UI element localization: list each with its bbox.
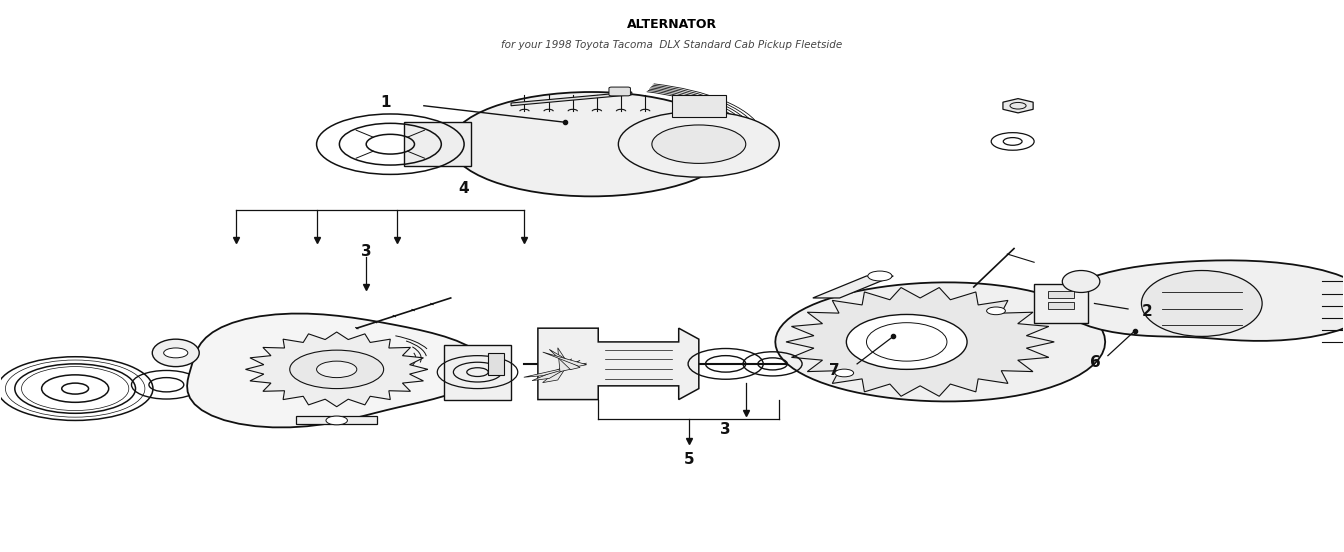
Polygon shape bbox=[558, 348, 571, 371]
Circle shape bbox=[986, 307, 1005, 315]
Polygon shape bbox=[403, 122, 470, 166]
Circle shape bbox=[835, 369, 853, 377]
Text: 7: 7 bbox=[829, 363, 840, 378]
Text: 3: 3 bbox=[362, 244, 371, 259]
Polygon shape bbox=[543, 359, 571, 383]
Circle shape bbox=[317, 361, 356, 378]
Polygon shape bbox=[672, 95, 726, 116]
Text: for your 1998 Toyota Tacoma  DLX Standard Cab Pickup Fleetside: for your 1998 Toyota Tacoma DLX Standard… bbox=[501, 40, 843, 50]
Polygon shape bbox=[1047, 302, 1074, 309]
Polygon shape bbox=[775, 283, 1105, 401]
Text: 6: 6 bbox=[1090, 355, 1101, 370]
Text: 3: 3 bbox=[720, 422, 731, 437]
Polygon shape bbox=[786, 288, 1054, 396]
Ellipse shape bbox=[1062, 270, 1099, 293]
FancyBboxPatch shape bbox=[609, 87, 630, 96]
Polygon shape bbox=[1060, 261, 1344, 341]
Text: 5: 5 bbox=[684, 452, 694, 467]
Polygon shape bbox=[297, 416, 376, 424]
Polygon shape bbox=[538, 328, 699, 400]
Text: 2: 2 bbox=[1141, 304, 1152, 319]
Polygon shape bbox=[246, 332, 427, 407]
Polygon shape bbox=[813, 276, 894, 298]
Polygon shape bbox=[1047, 291, 1074, 298]
Circle shape bbox=[164, 348, 188, 358]
Circle shape bbox=[290, 350, 383, 389]
Polygon shape bbox=[488, 353, 504, 375]
Polygon shape bbox=[543, 352, 587, 367]
Ellipse shape bbox=[1141, 270, 1262, 336]
Polygon shape bbox=[550, 349, 581, 370]
Text: 1: 1 bbox=[380, 95, 390, 110]
Polygon shape bbox=[444, 344, 511, 400]
Ellipse shape bbox=[152, 339, 199, 367]
Text: 4: 4 bbox=[458, 182, 469, 197]
Polygon shape bbox=[524, 363, 587, 377]
Ellipse shape bbox=[450, 92, 732, 197]
Circle shape bbox=[327, 416, 348, 425]
Circle shape bbox=[868, 271, 892, 281]
Polygon shape bbox=[511, 92, 632, 106]
Circle shape bbox=[652, 125, 746, 163]
Polygon shape bbox=[532, 360, 581, 381]
Circle shape bbox=[618, 112, 780, 177]
Text: ALTERNATOR: ALTERNATOR bbox=[626, 18, 718, 31]
Polygon shape bbox=[1003, 99, 1034, 113]
Polygon shape bbox=[1034, 284, 1087, 323]
Ellipse shape bbox=[847, 315, 968, 369]
Polygon shape bbox=[187, 314, 485, 427]
